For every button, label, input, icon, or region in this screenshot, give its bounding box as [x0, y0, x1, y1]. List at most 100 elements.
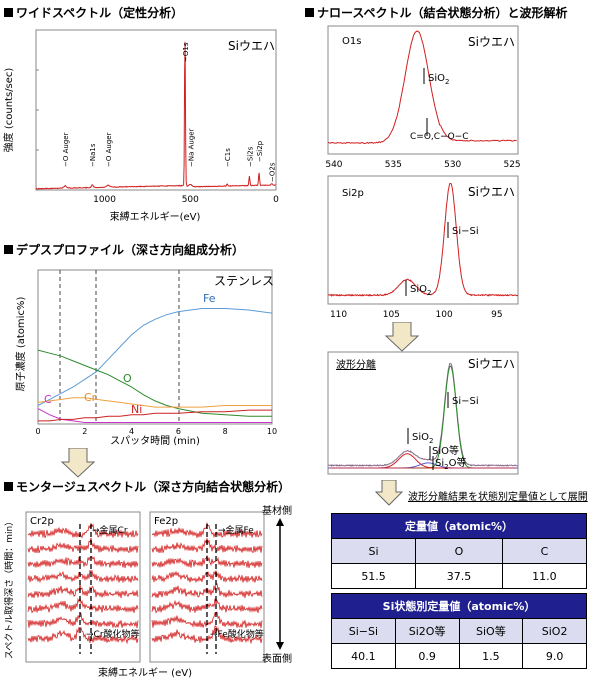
- base-side-label: 基材側: [262, 504, 292, 517]
- depth-line-cr: [37, 397, 272, 408]
- state-value-sisi: 40.1: [331, 643, 396, 669]
- si2p-chart: Si2p Siウエハ Si−Si SiO2 110 105 100 95: [327, 175, 519, 320]
- si2p-sample-label: Siウエハ: [468, 185, 515, 199]
- montage-spectrum-line: [27, 537, 139, 554]
- depth-label-o: O: [123, 372, 132, 385]
- wide-peak-label: −O Auger: [62, 132, 70, 167]
- quant-table: 定量値（atomic%） Si O C 51.5 37.5 11.0: [330, 513, 588, 589]
- state-header-sio2: SiO2: [522, 618, 587, 644]
- o1s-x-tick: 540: [325, 160, 342, 170]
- montage-spectrum-line: [27, 597, 139, 614]
- fit-chart: 波形分離 Siウエハ Si−Si SiO2 SiO等 Si2O等: [327, 351, 519, 475]
- wide-x-tick: 1000: [93, 195, 116, 205]
- si2p-x-tick: 110: [330, 310, 347, 320]
- wide-y-ticks: [36, 29, 39, 191]
- quant-value-o: 37.5: [415, 563, 503, 589]
- arrow-note: 波形分離結果を状態別定量値として展開: [408, 492, 588, 503]
- depth-label-fe: Fe: [203, 292, 216, 305]
- quant-header-si: Si: [330, 538, 417, 564]
- montage-spectrum-line: [27, 556, 139, 569]
- montage-fe-title: Fe2p: [154, 516, 178, 527]
- state-header-si2o: Si2O等: [394, 618, 460, 644]
- o1s-sio2-label: SiO2: [428, 73, 449, 86]
- depth-section-title: デプスプロファイル（深さ方向組成分析）: [4, 241, 244, 258]
- fit-sio-label: SiO等: [432, 444, 459, 457]
- wide-x-tick: 0: [273, 195, 279, 205]
- wide-peak-label: −O Auger: [105, 132, 113, 167]
- o1s-title: O1s: [342, 36, 361, 47]
- montage-section-title: モンタージュスペクトル（深さ方向結合状態分析）: [4, 478, 290, 495]
- narrow-section-title: ナロースペクトル（結合状態分析）と波形解析: [305, 4, 568, 21]
- montage-chart: Cr2p Fe2p →金属Cr →Cr酸化物等 →金属Fe →Fe酸化物等 スペ…: [3, 504, 292, 679]
- wide-peak-label: −O2s: [269, 162, 277, 182]
- o1s-x-tick: 525: [503, 160, 520, 170]
- wide-peak-labels: −O Auger −Na1s −O Auger −O1s −Na Auger −C1s −S…: [62, 42, 277, 182]
- state-value-sio: 1.5: [458, 643, 524, 669]
- surface-side-label: 表面側: [262, 652, 292, 665]
- depth-sample-label: ステンレス: [214, 274, 274, 288]
- si2p-x-tick-labels: 110 105 100 95: [330, 310, 503, 320]
- o1s-frame: [327, 25, 519, 155]
- fit-title: 波形分離: [336, 358, 376, 371]
- depth-label-cr: Cr: [84, 391, 97, 404]
- depth-x-tick: 10: [267, 427, 277, 436]
- depth-profile-chart: ステンレス Fe O Cr C Ni 原子濃度 (atomic%) 0 2 4 6 8 1…: [14, 269, 277, 447]
- montage-y-axis-label: スペクトル取得深さ（時間：min）: [3, 517, 15, 659]
- montage-spectrum-line: [151, 538, 263, 554]
- down-arrow-2: [384, 322, 420, 352]
- montage-spectrum-line: [27, 612, 139, 629]
- si2p-x-tick: 105: [383, 310, 400, 320]
- montage-cr-spectra: [27, 522, 139, 645]
- si2p-sio2-label: SiO2: [410, 284, 431, 297]
- fe-metal-label: →金属Fe: [218, 524, 254, 536]
- depth-plot-frame: [37, 269, 273, 425]
- depth-x-tick: 2: [82, 427, 87, 436]
- depth-arrow-head-down: [276, 642, 284, 650]
- wide-peak-label: −Na1s: [89, 143, 97, 167]
- quant-value-si: 51.5: [330, 563, 417, 589]
- wide-sample-label: Siウエハ: [228, 39, 275, 53]
- montage-spectrum-line: [27, 522, 139, 539]
- state-value-si2o: 0.9: [394, 643, 460, 669]
- depth-x-tick: 4: [129, 427, 134, 436]
- wide-spectrum-chart: Siウエハ 強度 (counts/sec) 束縛エネルギー(eV) 1000 50…: [2, 29, 279, 223]
- depth-label-ni: Ni: [131, 403, 142, 416]
- depth-line-fe: [37, 308, 273, 406]
- depth-line-ni: [38, 409, 272, 422]
- si2p-x-tick: 95: [491, 310, 502, 320]
- depth-arrow-head-up: [276, 518, 284, 526]
- wide-x-axis-label: 束縛エネルギー(eV): [110, 210, 201, 223]
- depth-x-tick: 6: [176, 427, 181, 436]
- wide-section-title: ワイドスペクトル（定性分析）: [4, 4, 183, 21]
- fit-sio2-label: SiO2: [412, 432, 433, 445]
- montage-spectrum-line: [151, 554, 263, 569]
- o1s-bond-label: C=O,C−O−C: [410, 132, 469, 142]
- quant-value-c: 11.0: [501, 563, 588, 589]
- fit-si2o-label: Si2O等: [435, 456, 466, 471]
- wide-plot-frame: [35, 29, 277, 191]
- wide-peak-label: −O1s: [182, 42, 190, 62]
- depth-x-tick: 8: [223, 427, 228, 436]
- fit-total-line: [327, 362, 519, 468]
- montage-x-axis-label: 束縛エネルギー (eV): [98, 666, 192, 679]
- si2p-x-tick: 100: [436, 310, 453, 320]
- wide-peak-label: −C1s: [224, 148, 232, 167]
- depth-label-c: C: [44, 393, 52, 406]
- o1s-chart: O1s Siウエハ SiO2 C=O,C−O−C 540 535 530 525: [325, 25, 521, 170]
- montage-spectrum-line: [151, 583, 263, 599]
- state-table: Si状態別定量値（atomic%） Si−Si Si2O等 SiO等 SiO2 …: [331, 593, 587, 669]
- wide-x-tick: 500: [182, 195, 199, 205]
- depth-x-tick-labels: 0 2 4 6 8 10: [35, 427, 277, 436]
- wide-y-axis-label: 強度 (counts/sec): [2, 68, 15, 153]
- si2p-title: Si2p: [342, 188, 364, 199]
- state-table-title: Si状態別定量値（atomic%）: [331, 593, 587, 619]
- o1s-x-tick: 535: [385, 160, 402, 170]
- quant-header-c: C: [501, 538, 588, 564]
- state-header-sisi: Si−Si: [331, 618, 396, 644]
- montage-spectrum-line: [27, 569, 139, 584]
- o1s-sample-label: Siウエハ: [468, 35, 515, 49]
- depth-line-o: [37, 349, 272, 417]
- depth-y-axis-label: 原子濃度 (atomic%): [14, 297, 27, 392]
- wide-peak-label: −Na Auger: [187, 128, 195, 167]
- cr-metal-label: →金属Cr: [92, 524, 128, 536]
